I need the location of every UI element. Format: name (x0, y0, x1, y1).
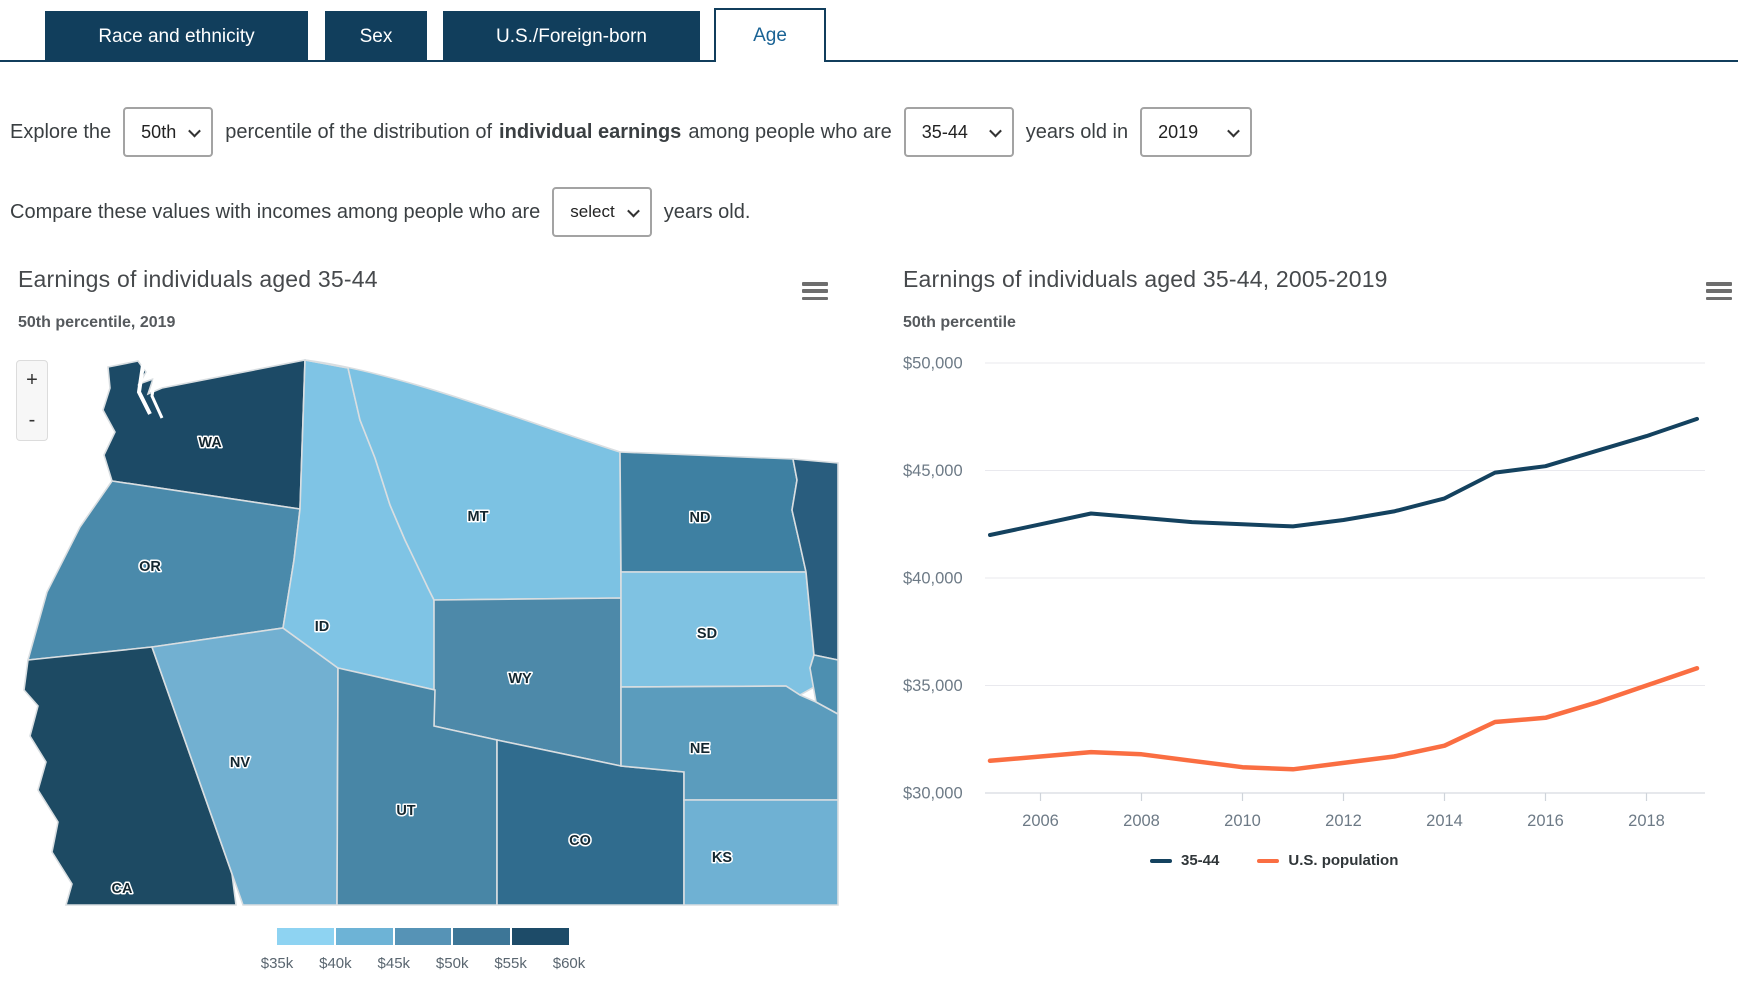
legend-line-swatch (1257, 858, 1280, 863)
map-zoom-out-button[interactable]: - (16, 400, 48, 441)
y-axis-tick-label: $50,000 (903, 355, 963, 373)
year-select-value: 2019 (1158, 121, 1199, 142)
chart-legend: 35-44 U.S. population (1150, 852, 1398, 869)
legend-label: U.S. population (1288, 852, 1399, 869)
tab-us-foreign-born[interactable]: U.S./Foreign-born (443, 11, 700, 62)
sentence-text: percentile of the distribution of (225, 120, 493, 143)
legend-line-swatch (1150, 858, 1172, 863)
chart-panel-title: Earnings of individuals aged 35-44, 2005… (903, 266, 1388, 292)
map-zoom-in-button[interactable]: + (16, 360, 48, 401)
tab-underline (0, 60, 1738, 62)
tab-age[interactable]: Age (714, 8, 826, 62)
state-KS[interactable] (683, 799, 839, 906)
y-axis-tick-label: $45,000 (903, 462, 963, 480)
x-axis-tick-label: 2014 (1426, 812, 1463, 830)
x-axis-tick-label: 2016 (1527, 812, 1564, 830)
age-group-select[interactable]: 35-44 (903, 107, 1014, 157)
x-axis-tick-label: 2018 (1628, 812, 1665, 830)
state-IA-sliver[interactable] (809, 654, 839, 716)
tab-bar: Race and ethnicity Sex U.S./Foreign-born… (0, 0, 1738, 62)
y-axis-tick-label: $40,000 (903, 570, 963, 588)
chart-menu-button[interactable] (1706, 282, 1732, 300)
sentence-text: years old. (663, 200, 751, 223)
y-axis-tick-label: $30,000 (903, 785, 963, 803)
compare-sentence: Compare these values with incomes among … (10, 187, 750, 237)
hamburger-menu-icon (802, 289, 828, 293)
tab-label: U.S./Foreign-born (495, 25, 647, 47)
legend-color-segment (394, 928, 454, 945)
state-ND[interactable] (619, 451, 807, 573)
series-line-35-44[interactable] (988, 416, 1699, 537)
legend-tick-label: $35k (260, 955, 294, 972)
series-line-U.S. population[interactable] (987, 666, 1700, 772)
explore-sentence: Explore the 50th percentile of the distr… (10, 107, 1253, 157)
hamburger-menu-icon (802, 282, 828, 286)
tab-label: Sex (359, 25, 393, 47)
x-axis-tick-label: 2012 (1325, 812, 1362, 830)
legend-color-segment (453, 928, 513, 945)
map-panel-title: Earnings of individuals aged 35-44 (18, 266, 378, 292)
map-color-legend (277, 928, 569, 945)
tab-race-and-ethnicity[interactable]: Race and ethnicity (45, 11, 308, 62)
tab-label: Age (753, 25, 787, 46)
legend-tick-label: $40k (319, 955, 352, 972)
compare-age-select[interactable]: select (552, 187, 652, 237)
year-select[interactable]: 2019 (1140, 107, 1253, 157)
legend-label: 35-44 (1181, 852, 1220, 869)
legend-color-segment (335, 928, 395, 945)
x-axis-tick-label: 2006 (1022, 812, 1059, 830)
state-SD[interactable] (620, 571, 817, 696)
map-color-legend-labels: $35k $40k $45k $50k $55k $60k (261, 955, 586, 975)
legend-tick-label: $60k (552, 955, 586, 972)
legend-tick-label: $55k (494, 955, 527, 972)
state-NE[interactable] (620, 685, 839, 801)
y-axis-tick-label: $35,000 (903, 677, 963, 695)
hamburger-menu-icon (1706, 296, 1732, 300)
tab-sex[interactable]: Sex (325, 11, 427, 62)
puget-sound-inlet (136, 364, 152, 415)
sentence-text: Explore the (10, 120, 112, 143)
age-group-select-value: 35-44 (921, 121, 968, 142)
percentile-select[interactable]: 50th (123, 107, 214, 157)
legend-item-us-population[interactable]: U.S. population (1257, 852, 1398, 869)
percentile-select-value: 50th (141, 121, 177, 142)
legend-color-segment (277, 928, 336, 945)
legend-item-35-44[interactable]: 35-44 (1150, 852, 1219, 869)
map-panel-subtitle: 50th percentile, 2019 (18, 314, 176, 331)
state-MT[interactable] (304, 359, 622, 601)
hamburger-menu-icon (802, 296, 828, 300)
chart-panel-subtitle: 50th percentile (903, 314, 1016, 331)
x-axis-tick-label: 2010 (1224, 812, 1261, 830)
sentence-emphasis: individual earnings (499, 120, 682, 143)
sentence-text: Compare these values with incomes among … (10, 200, 541, 223)
sentence-text: among people who are (688, 120, 892, 143)
legend-tick-label: $50k (435, 955, 469, 972)
map-menu-button[interactable] (802, 282, 828, 300)
compare-age-select-value: select (570, 202, 615, 221)
state-MN-sliver[interactable] (791, 458, 839, 661)
state-CA[interactable] (23, 646, 237, 906)
sentence-text: years old in (1025, 120, 1129, 143)
line-chart: $50,000 $45,000 $40,000 $35,000 $30,000 2006 2… (903, 355, 1705, 830)
legend-color-segment (512, 928, 569, 945)
puget-sound-inlet (150, 365, 164, 419)
tab-label: Race and ethnicity (98, 25, 255, 47)
x-axis-tick-label: 2008 (1123, 812, 1160, 830)
hamburger-menu-icon (1706, 289, 1732, 293)
legend-tick-label: $45k (377, 955, 411, 972)
hamburger-menu-icon (1706, 282, 1732, 286)
